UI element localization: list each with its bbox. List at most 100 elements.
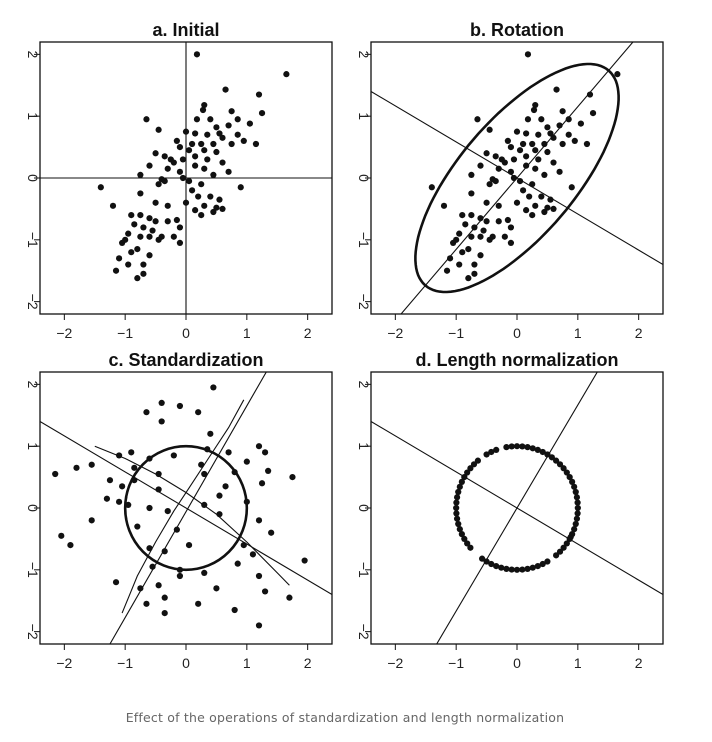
panel-a: a. Initial −2 −1 0 1 2 −2 −1 0 1 2 bbox=[25, 20, 333, 341]
data-point bbox=[185, 147, 193, 154]
data-point bbox=[572, 520, 579, 528]
panel-title: b. Rotation bbox=[470, 20, 564, 40]
y-tick-label: −1 bbox=[356, 562, 372, 578]
data-point bbox=[146, 545, 153, 552]
data-point bbox=[213, 148, 220, 156]
data-point bbox=[495, 202, 502, 209]
data-point bbox=[464, 469, 471, 476]
data-point bbox=[508, 566, 515, 573]
data-point bbox=[574, 499, 581, 506]
data-point bbox=[455, 520, 462, 528]
data-point bbox=[565, 131, 572, 138]
data-point bbox=[574, 504, 581, 512]
data-point bbox=[560, 544, 567, 551]
data-point bbox=[146, 504, 153, 512]
data-point bbox=[176, 402, 184, 410]
data-point bbox=[201, 101, 208, 109]
data-point bbox=[483, 451, 490, 458]
data-point bbox=[493, 562, 500, 570]
data-point bbox=[179, 156, 187, 163]
data-point bbox=[458, 478, 465, 485]
data-point bbox=[204, 156, 211, 163]
data-point bbox=[516, 177, 524, 185]
panel-title: a. Initial bbox=[152, 20, 219, 40]
reference-line bbox=[109, 372, 267, 644]
data-point bbox=[240, 137, 247, 145]
data-point bbox=[538, 116, 545, 123]
data-point bbox=[461, 473, 468, 481]
data-point bbox=[513, 443, 521, 450]
data-point bbox=[544, 204, 551, 211]
data-point bbox=[216, 492, 223, 499]
data-point bbox=[529, 211, 536, 219]
data-point bbox=[146, 215, 153, 222]
data-point bbox=[164, 165, 171, 172]
data-point bbox=[480, 227, 487, 234]
data-point bbox=[589, 109, 597, 117]
y-tick-label: −1 bbox=[25, 562, 41, 578]
data-point bbox=[216, 196, 223, 203]
data-point bbox=[495, 165, 502, 172]
data-point bbox=[131, 477, 138, 484]
data-point bbox=[234, 560, 241, 567]
data-point bbox=[550, 205, 557, 213]
data-point bbox=[193, 51, 201, 58]
plot-area bbox=[371, 372, 663, 644]
x-tick-label: −2 bbox=[56, 325, 72, 341]
panel-d: d. Length normalization −2 −1 0 1 2 −2 −1 0 1 2 bbox=[356, 350, 664, 671]
data-point bbox=[146, 162, 153, 169]
data-point bbox=[286, 594, 293, 601]
data-point bbox=[255, 91, 263, 98]
data-point bbox=[524, 444, 531, 451]
data-point bbox=[507, 224, 515, 231]
x-tick-label: −1 bbox=[117, 655, 133, 671]
x-tick-label: 0 bbox=[182, 325, 190, 341]
data-point bbox=[176, 143, 184, 151]
data-point bbox=[507, 239, 515, 247]
data-point bbox=[501, 159, 508, 166]
data-point bbox=[243, 498, 250, 505]
data-point bbox=[88, 461, 95, 468]
data-point bbox=[131, 221, 138, 228]
data-point bbox=[507, 168, 515, 175]
data-point bbox=[137, 233, 144, 240]
panel-title: d. Length normalization bbox=[416, 350, 619, 370]
data-point bbox=[119, 483, 126, 490]
data-point bbox=[470, 461, 478, 468]
data-point bbox=[453, 504, 460, 512]
transformed-axis-curve bbox=[121, 399, 245, 614]
data-point bbox=[462, 221, 469, 228]
data-point bbox=[566, 473, 573, 481]
data-point bbox=[507, 143, 515, 151]
x-tick-label: −2 bbox=[387, 325, 403, 341]
data-point bbox=[146, 233, 153, 240]
data-point bbox=[569, 531, 576, 538]
data-point bbox=[468, 190, 475, 197]
data-point bbox=[530, 106, 538, 114]
data-point bbox=[255, 572, 263, 580]
data-point bbox=[213, 124, 220, 131]
data-point bbox=[563, 540, 570, 547]
data-point bbox=[216, 511, 223, 518]
data-point bbox=[155, 582, 162, 589]
plot-area bbox=[40, 42, 332, 314]
data-point bbox=[140, 270, 147, 277]
data-point bbox=[192, 153, 199, 160]
data-point bbox=[268, 529, 275, 536]
x-tick-label: 1 bbox=[574, 655, 582, 671]
data-point bbox=[125, 501, 132, 509]
data-point bbox=[115, 498, 123, 505]
data-point bbox=[252, 140, 260, 148]
y-tick-label: 0 bbox=[25, 174, 41, 182]
data-point bbox=[519, 443, 526, 450]
data-point bbox=[492, 177, 499, 185]
data-point bbox=[559, 140, 566, 148]
data-point bbox=[573, 494, 581, 501]
data-point bbox=[125, 261, 132, 268]
data-point bbox=[471, 224, 478, 231]
data-point bbox=[550, 134, 557, 141]
data-point bbox=[106, 477, 114, 484]
data-point bbox=[219, 159, 226, 166]
y-tick-label: 2 bbox=[25, 50, 41, 58]
